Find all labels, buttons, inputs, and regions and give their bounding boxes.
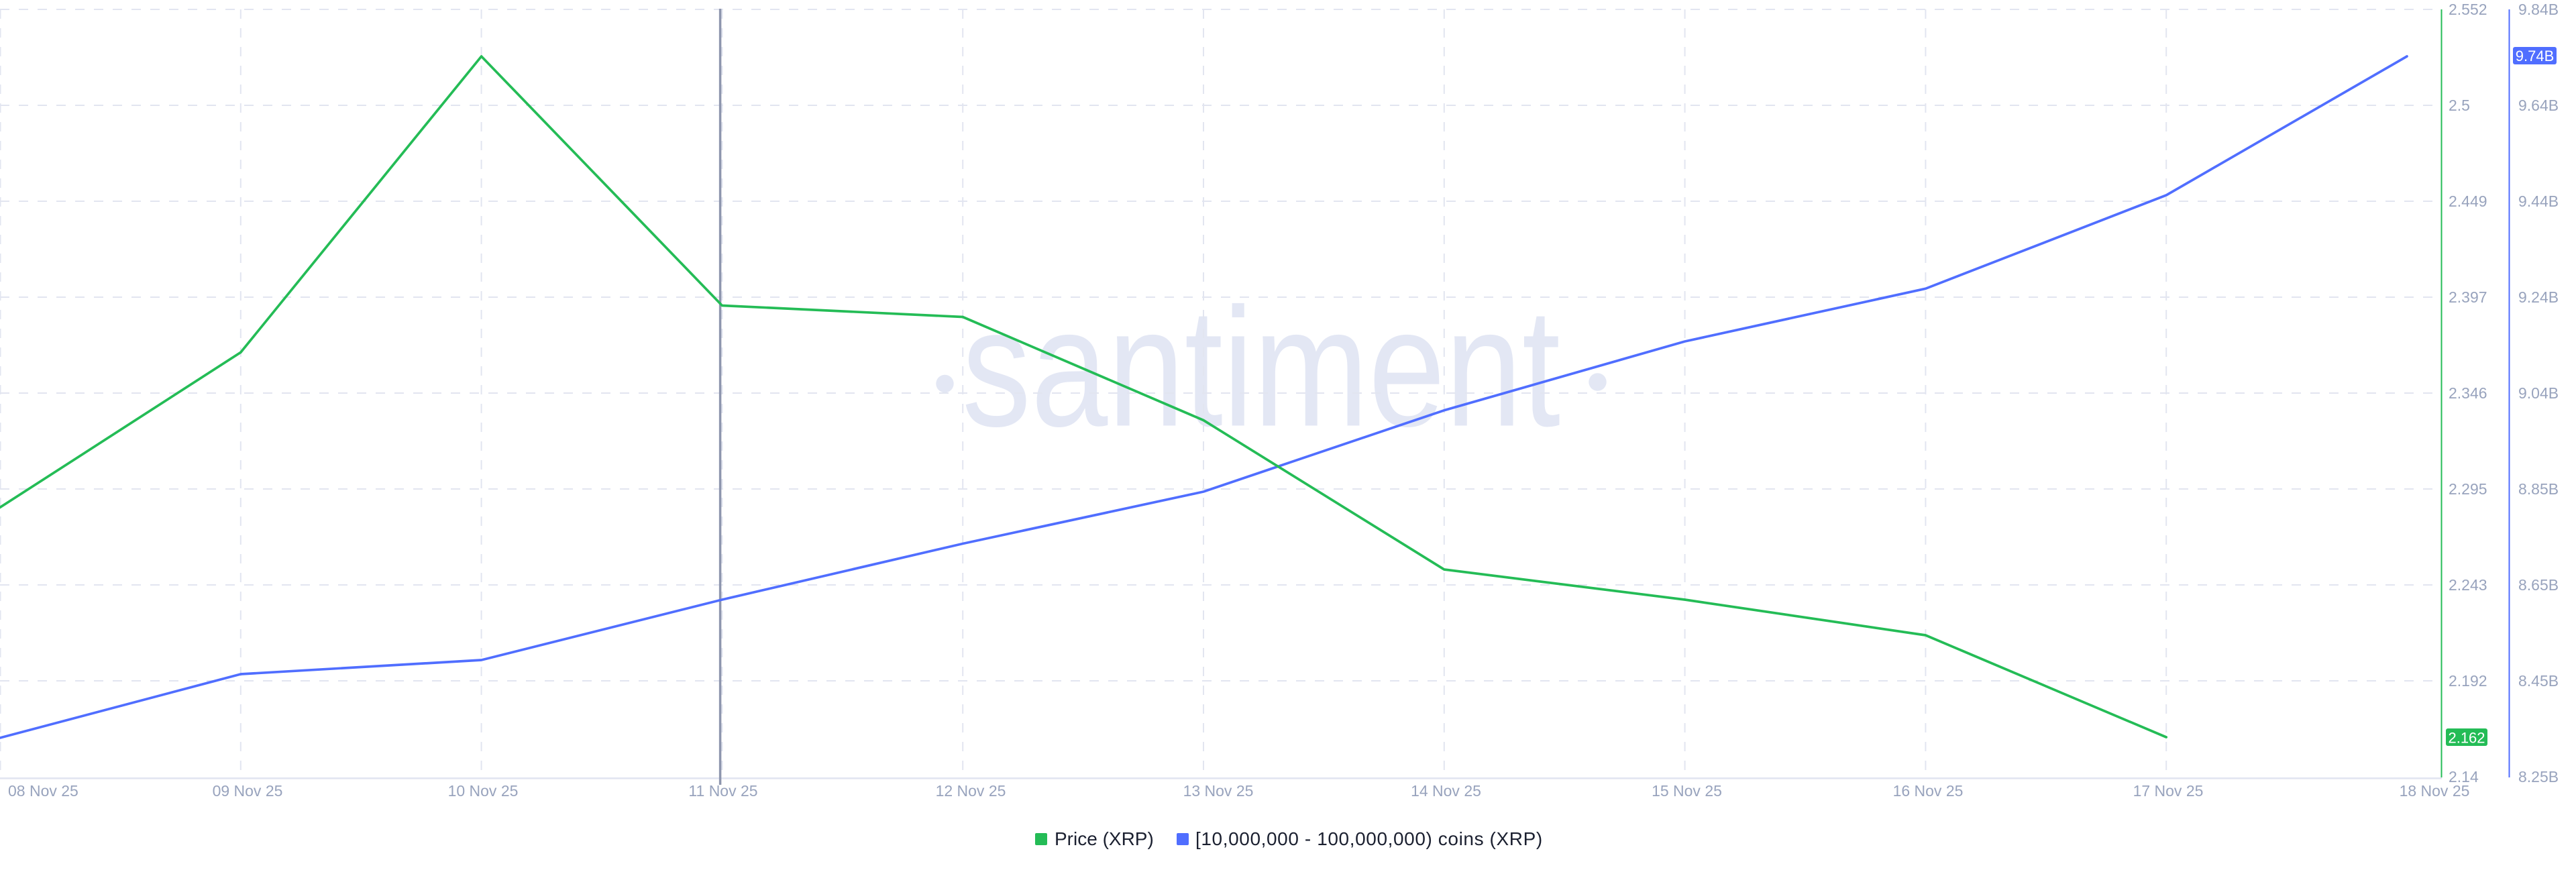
svg-text:2.192: 2.192	[2449, 672, 2487, 690]
svg-text:14 Nov 25: 14 Nov 25	[1411, 782, 1481, 800]
svg-text:2.243: 2.243	[2449, 576, 2487, 594]
svg-text:16 Nov 25: 16 Nov 25	[1893, 782, 1964, 800]
svg-text:12 Nov 25: 12 Nov 25	[936, 782, 1006, 800]
svg-text:2.449: 2.449	[2449, 193, 2487, 210]
svg-text:8.45B: 8.45B	[2518, 672, 2559, 690]
svg-text:9.74B: 9.74B	[2516, 48, 2555, 64]
svg-text:8.65B: 8.65B	[2518, 576, 2559, 594]
svg-text:2.295: 2.295	[2449, 480, 2487, 498]
svg-text:9.04B: 9.04B	[2518, 384, 2559, 402]
svg-text:8.85B: 8.85B	[2518, 480, 2559, 498]
svg-text:Price (XRP): Price (XRP)	[1055, 828, 1154, 849]
svg-text:9.24B: 9.24B	[2518, 288, 2559, 306]
svg-text:2.552: 2.552	[2449, 1, 2487, 18]
svg-text:9.64B: 9.64B	[2518, 97, 2559, 114]
svg-text:2.5: 2.5	[2449, 97, 2470, 114]
svg-text:2.162: 2.162	[2448, 730, 2485, 747]
svg-text:santiment: santiment	[962, 274, 1560, 462]
svg-text:2.346: 2.346	[2449, 384, 2487, 402]
svg-text:17 Nov 25: 17 Nov 25	[2133, 782, 2204, 800]
svg-text:10 Nov 25: 10 Nov 25	[448, 782, 519, 800]
svg-text:2.14: 2.14	[2449, 768, 2479, 785]
svg-text:15 Nov 25: 15 Nov 25	[1652, 782, 1722, 800]
svg-text:2.397: 2.397	[2449, 288, 2487, 306]
svg-text:11 Nov 25: 11 Nov 25	[688, 782, 757, 800]
svg-text:13 Nov 25: 13 Nov 25	[1183, 782, 1254, 800]
svg-text:[10,000,000 - 100,000,000) coi: [10,000,000 - 100,000,000) coins (XRP)	[1195, 828, 1543, 849]
svg-text:18 Nov 25: 18 Nov 25	[2400, 782, 2470, 800]
svg-text:9.84B: 9.84B	[2518, 1, 2559, 18]
svg-text:9.44B: 9.44B	[2518, 193, 2559, 210]
svg-text:08 Nov 25: 08 Nov 25	[8, 782, 78, 800]
svg-text:8.25B: 8.25B	[2518, 768, 2559, 785]
svg-text:09 Nov 25: 09 Nov 25	[213, 782, 283, 800]
